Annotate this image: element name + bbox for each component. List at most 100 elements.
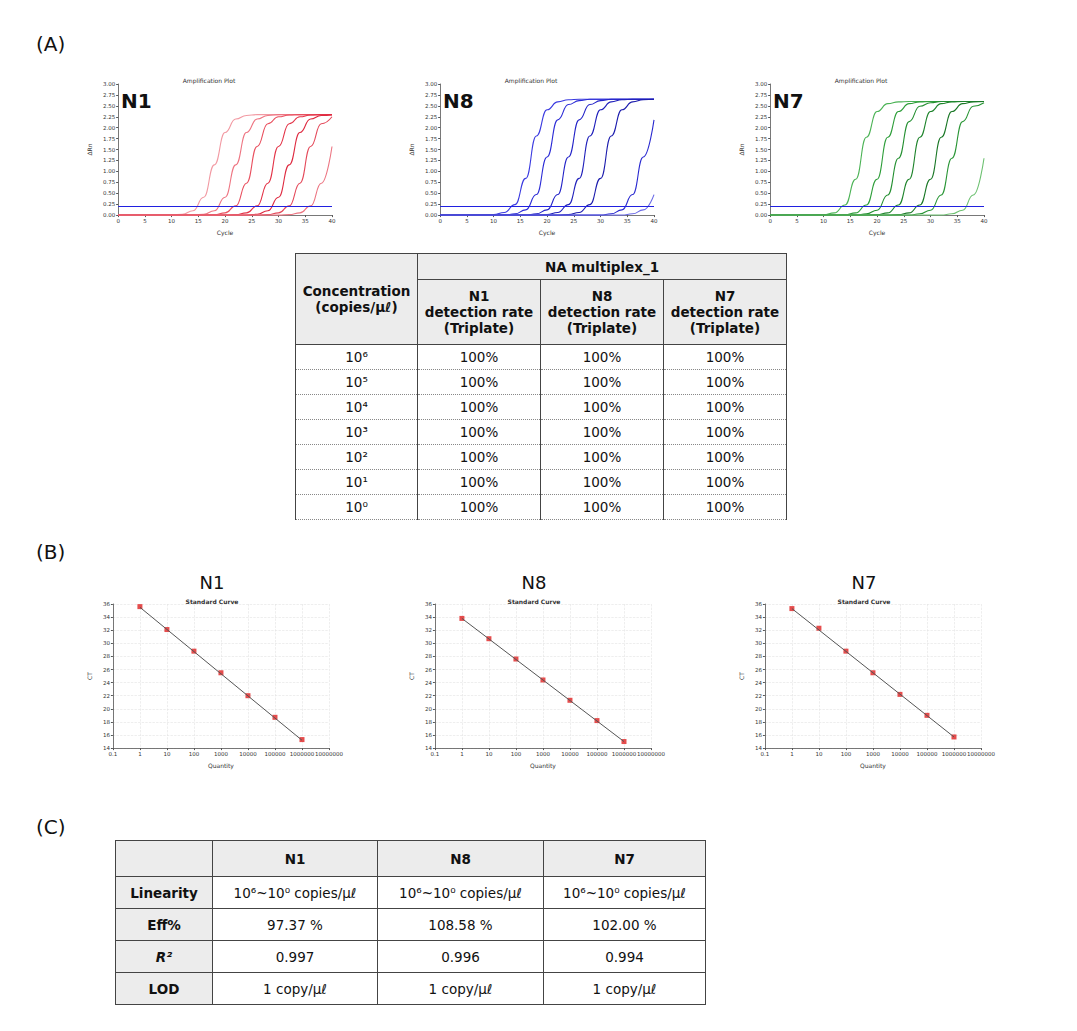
svg-text:ΔRn: ΔRn bbox=[738, 143, 745, 155]
svg-text:10: 10 bbox=[163, 751, 170, 757]
svg-text:10000000: 10000000 bbox=[637, 751, 665, 757]
svg-text:20: 20 bbox=[755, 706, 762, 712]
svg-text:100000: 100000 bbox=[586, 751, 607, 757]
svg-text:18: 18 bbox=[103, 719, 110, 725]
svg-text:16: 16 bbox=[103, 732, 110, 738]
svg-text:Quantity: Quantity bbox=[530, 762, 556, 770]
svg-text:0: 0 bbox=[116, 218, 120, 224]
svg-text:18: 18 bbox=[425, 719, 432, 725]
svg-text:15: 15 bbox=[517, 218, 524, 224]
svg-text:40: 40 bbox=[981, 218, 988, 224]
svg-text:10: 10 bbox=[485, 751, 492, 757]
svg-text:2.25: 2.25 bbox=[755, 114, 768, 120]
svg-text:5: 5 bbox=[795, 218, 799, 224]
svg-text:2.75: 2.75 bbox=[103, 92, 116, 98]
svg-text:28: 28 bbox=[103, 653, 110, 659]
svg-text:1000: 1000 bbox=[866, 751, 880, 757]
svg-text:15: 15 bbox=[847, 218, 854, 224]
svg-text:N8: N8 bbox=[443, 89, 474, 113]
svg-text:0.1: 0.1 bbox=[431, 751, 440, 757]
svg-text:1000: 1000 bbox=[214, 751, 228, 757]
svg-text:100: 100 bbox=[511, 751, 522, 757]
svg-text:28: 28 bbox=[425, 653, 432, 659]
svg-text:1: 1 bbox=[138, 751, 142, 757]
svg-text:0.1: 0.1 bbox=[109, 751, 118, 757]
svg-text:10000: 10000 bbox=[891, 751, 909, 757]
svg-text:Amplification Plot: Amplification Plot bbox=[505, 77, 558, 85]
svg-text:25: 25 bbox=[900, 218, 907, 224]
svg-text:30: 30 bbox=[927, 218, 934, 224]
svg-text:Standard Curve: Standard Curve bbox=[186, 598, 239, 605]
svg-text:1.75: 1.75 bbox=[425, 136, 438, 142]
svg-text:16: 16 bbox=[755, 732, 762, 738]
svg-text:22: 22 bbox=[103, 693, 110, 699]
svg-text:N1: N1 bbox=[200, 572, 225, 593]
svg-text:N1: N1 bbox=[121, 89, 152, 113]
svg-text:Standard Curve: Standard Curve bbox=[508, 598, 561, 605]
svg-text:0.1: 0.1 bbox=[761, 751, 770, 757]
svg-text:100: 100 bbox=[841, 751, 852, 757]
svg-text:3.00: 3.00 bbox=[103, 81, 116, 87]
svg-text:0.25: 0.25 bbox=[425, 201, 438, 207]
svg-text:N8: N8 bbox=[522, 572, 547, 593]
svg-text:0.75: 0.75 bbox=[425, 179, 438, 185]
svg-text:36: 36 bbox=[425, 601, 432, 607]
svg-text:100000: 100000 bbox=[264, 751, 285, 757]
svg-text:10: 10 bbox=[168, 218, 175, 224]
svg-text:2.50: 2.50 bbox=[755, 103, 768, 109]
svg-text:1.25: 1.25 bbox=[755, 157, 768, 163]
svg-text:2.00: 2.00 bbox=[755, 125, 768, 131]
svg-text:0.25: 0.25 bbox=[103, 201, 116, 207]
svg-text:Cycle: Cycle bbox=[539, 229, 556, 237]
svg-text:1.00: 1.00 bbox=[103, 168, 116, 174]
svg-text:24: 24 bbox=[425, 680, 432, 686]
svg-text:26: 26 bbox=[755, 667, 762, 673]
svg-text:32: 32 bbox=[425, 627, 432, 633]
svg-text:30: 30 bbox=[425, 640, 432, 646]
svg-text:0.50: 0.50 bbox=[103, 190, 116, 196]
svg-text:24: 24 bbox=[103, 680, 110, 686]
svg-text:30: 30 bbox=[275, 218, 282, 224]
svg-text:1.50: 1.50 bbox=[755, 147, 768, 153]
svg-text:0.00: 0.00 bbox=[103, 212, 116, 218]
svg-text:2.75: 2.75 bbox=[425, 92, 438, 98]
svg-text:35: 35 bbox=[954, 218, 961, 224]
svg-text:Quantity: Quantity bbox=[208, 762, 234, 770]
svg-text:25: 25 bbox=[248, 218, 255, 224]
svg-text:100000: 100000 bbox=[916, 751, 937, 757]
svg-text:20: 20 bbox=[103, 706, 110, 712]
svg-text:Cycle: Cycle bbox=[869, 229, 886, 237]
svg-text:2.75: 2.75 bbox=[755, 92, 768, 98]
svg-text:10: 10 bbox=[820, 218, 827, 224]
svg-text:22: 22 bbox=[425, 693, 432, 699]
svg-text:2.50: 2.50 bbox=[425, 103, 438, 109]
svg-text:10000: 10000 bbox=[561, 751, 579, 757]
svg-text:28: 28 bbox=[755, 653, 762, 659]
svg-text:1.00: 1.00 bbox=[755, 168, 768, 174]
svg-text:34: 34 bbox=[425, 614, 432, 620]
svg-text:ΔRn: ΔRn bbox=[408, 143, 415, 155]
svg-text:1000000: 1000000 bbox=[612, 751, 637, 757]
svg-text:30: 30 bbox=[755, 640, 762, 646]
svg-text:20: 20 bbox=[544, 218, 551, 224]
svg-text:CT: CT bbox=[738, 672, 745, 680]
svg-text:2.00: 2.00 bbox=[425, 125, 438, 131]
svg-text:0.00: 0.00 bbox=[425, 212, 438, 218]
svg-text:3.00: 3.00 bbox=[425, 81, 438, 87]
svg-text:1.25: 1.25 bbox=[425, 157, 438, 163]
svg-text:10000000: 10000000 bbox=[315, 751, 343, 757]
svg-text:18: 18 bbox=[755, 719, 762, 725]
svg-text:35: 35 bbox=[302, 218, 309, 224]
svg-text:2.00: 2.00 bbox=[103, 125, 116, 131]
svg-text:20: 20 bbox=[425, 706, 432, 712]
svg-text:30: 30 bbox=[103, 640, 110, 646]
svg-text:0.50: 0.50 bbox=[755, 190, 768, 196]
svg-text:2.25: 2.25 bbox=[425, 114, 438, 120]
svg-text:40: 40 bbox=[651, 218, 658, 224]
svg-text:0: 0 bbox=[768, 218, 772, 224]
svg-text:1000000: 1000000 bbox=[290, 751, 315, 757]
svg-text:0.75: 0.75 bbox=[755, 179, 768, 185]
svg-text:N7: N7 bbox=[852, 572, 877, 593]
svg-text:0.75: 0.75 bbox=[103, 179, 116, 185]
svg-text:20: 20 bbox=[874, 218, 881, 224]
